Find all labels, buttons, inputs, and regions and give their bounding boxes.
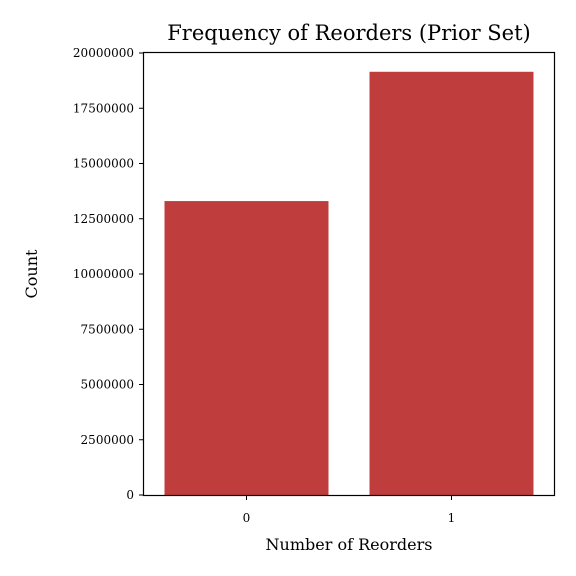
y-axis-label: Count (22, 249, 41, 298)
x-tick-label-1: 1 (448, 511, 456, 525)
y-tick-label-2500000: 2500000 (81, 433, 134, 447)
y-tick-label-12500000: 12500000 (73, 212, 134, 226)
y-tick-label-17500000: 17500000 (73, 101, 134, 115)
bars-layer (164, 71, 534, 495)
bar-0 (164, 201, 329, 495)
y-tick-label-15000000: 15000000 (73, 157, 134, 171)
y-tick-label-5000000: 5000000 (81, 378, 134, 392)
y-tick-label-7500000: 7500000 (81, 322, 134, 336)
y-tick-label-0: 0 (126, 488, 134, 502)
y-tick-label-20000000: 20000000 (73, 46, 134, 60)
x-axis-label: Number of Reorders (266, 535, 433, 554)
x-tick-label-0: 0 (243, 511, 251, 525)
plot-frame (142, 51, 556, 497)
bar-1 (369, 71, 534, 495)
chart-title: Frequency of Reorders (Prior Set) (167, 21, 531, 45)
y-tick-label-10000000: 10000000 (73, 267, 134, 281)
y-axis-ticks: 0 2500000 5000000 7500000 10000000 12500000 15… (73, 46, 144, 502)
